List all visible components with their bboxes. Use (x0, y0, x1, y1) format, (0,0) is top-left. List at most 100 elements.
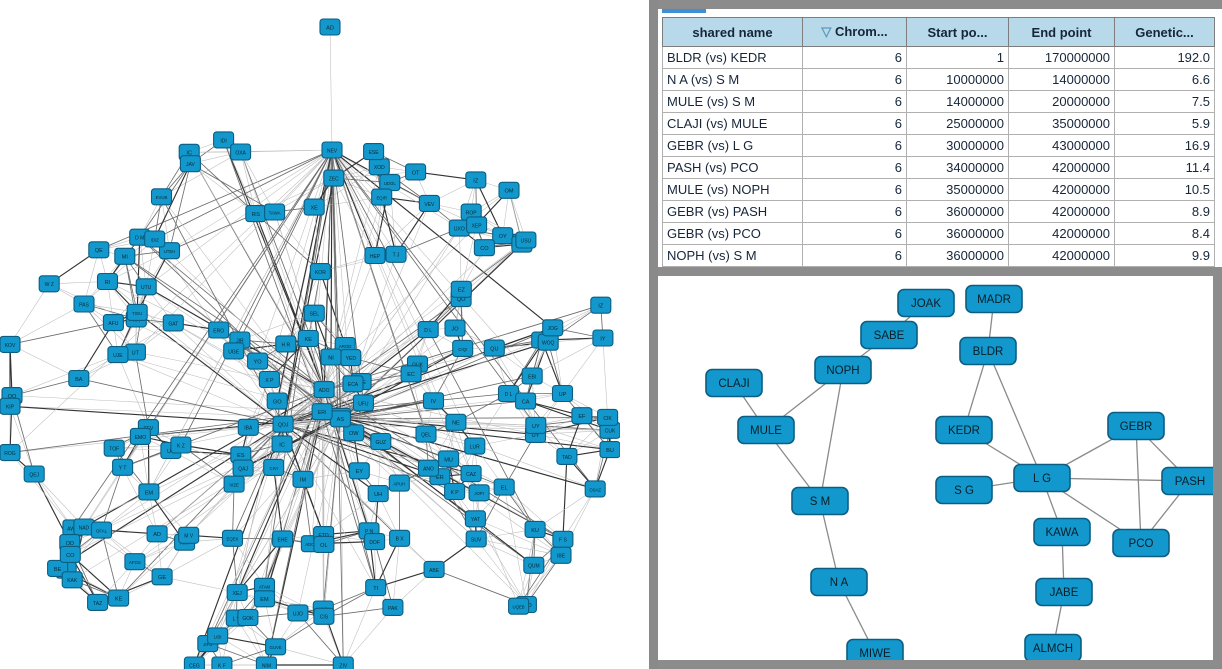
svg-text:EBI: EBI (528, 374, 536, 380)
svg-text:MU: MU (444, 457, 453, 463)
svg-text:D M: D M (135, 236, 144, 242)
svg-text:S M: S M (810, 496, 830, 508)
svg-text:EM: EM (260, 597, 269, 603)
svg-text:LIBI: LIBI (214, 634, 222, 639)
svg-text:KAK: KAK (67, 578, 78, 584)
svg-text:YAT: YAT (471, 517, 480, 523)
svg-text:WOQ: WOQ (542, 341, 555, 347)
svg-text:EL: EL (501, 486, 508, 492)
svg-text:AD: AD (326, 25, 334, 31)
svg-text:YED: YED (346, 356, 357, 362)
svg-text:ROG: ROG (4, 451, 16, 457)
svg-text:GOK: GOK (242, 616, 254, 622)
svg-text:JAV: JAV (186, 162, 195, 168)
svg-text:KOR: KOR (315, 270, 326, 276)
svg-text:NIM: NIM (262, 663, 271, 669)
svg-text:VEV: VEV (424, 202, 435, 208)
svg-text:ES: ES (237, 453, 245, 459)
svg-text:TIGU: TIGU (132, 311, 142, 316)
svg-text:GEBR: GEBR (1120, 421, 1153, 433)
svg-text:AROD: AROD (339, 344, 351, 349)
svg-text:UQEB: UQEB (513, 605, 525, 610)
svg-text:ECA: ECA (348, 382, 359, 388)
svg-text:GO: GO (273, 399, 282, 405)
svg-text:IBA: IBA (244, 426, 253, 432)
svg-text:EHE: EHE (277, 537, 288, 543)
svg-text:GE: GE (158, 575, 166, 581)
svg-text:N A: N A (830, 577, 849, 589)
svg-text:BE: BE (54, 567, 62, 573)
svg-text:IZ: IZ (473, 178, 479, 184)
svg-text:BLDR: BLDR (973, 346, 1004, 358)
svg-text:ABE: ABE (429, 568, 440, 574)
svg-text:GUVE: GUVE (270, 645, 282, 650)
svg-text:QOJ: QOJ (278, 423, 289, 429)
svg-text:VIZE: VIZE (229, 483, 239, 488)
svg-text:KEDR: KEDR (948, 425, 980, 437)
svg-text:QEJ: QEJ (29, 472, 39, 478)
svg-text:RI: RI (105, 280, 111, 286)
svg-text:CUK: CUK (605, 429, 616, 435)
svg-text:F S: F S (559, 538, 567, 544)
svg-text:ZIV: ZIV (339, 663, 347, 669)
svg-text:AD: AD (153, 532, 161, 538)
svg-text:CAZ: CAZ (466, 472, 476, 478)
svg-text:D L: D L (505, 392, 513, 398)
svg-text:HEP: HEP (370, 254, 381, 260)
svg-text:H R: H R (281, 342, 290, 348)
svg-text:JABE: JABE (1050, 587, 1079, 599)
svg-text:K P: K P (451, 490, 460, 496)
svg-text:OXA: OXA (235, 150, 246, 156)
svg-text:RIS: RIS (252, 212, 261, 218)
svg-text:CO: CO (480, 246, 489, 252)
svg-text:UY: UY (532, 424, 540, 430)
svg-text:APUH: APUH (393, 482, 405, 487)
svg-text:QO: QO (457, 297, 466, 303)
svg-text:TOF: TOF (109, 447, 119, 453)
svg-text:UFU: UFU (358, 401, 369, 407)
svg-text:OT: OT (412, 170, 420, 176)
svg-text:CIQI: CIQI (458, 347, 467, 352)
svg-text:OM: OM (504, 189, 513, 195)
svg-text:NE: NE (452, 421, 460, 427)
svg-text:PAS: PAS (79, 302, 89, 308)
svg-text:ADO: ADO (319, 388, 330, 394)
svg-text:QE: QE (95, 248, 103, 254)
svg-text:PCO: PCO (1129, 538, 1154, 550)
svg-text:MULE: MULE (750, 425, 782, 437)
svg-text:IY: IY (600, 336, 606, 342)
svg-text:JOPI: JOPI (474, 491, 484, 496)
svg-text:S G: S G (954, 485, 974, 497)
svg-text:NAD: NAD (79, 525, 90, 531)
svg-text:CLAJI: CLAJI (718, 378, 749, 390)
svg-text:AFOS: AFOS (129, 560, 141, 565)
svg-text:BA: BA (75, 377, 83, 383)
svg-text:CEG: CEG (189, 663, 200, 669)
svg-text:CIK: CIK (603, 416, 612, 422)
svg-text:AS: AS (337, 417, 345, 423)
svg-text:SEL: SEL (310, 312, 320, 318)
svg-text:QEL: QEL (421, 433, 431, 439)
svg-text:L G: L G (1033, 473, 1051, 485)
svg-text:XEP: XEP (472, 223, 483, 229)
svg-text:QUM: QUM (528, 564, 540, 570)
svg-text:B X: B X (396, 537, 405, 543)
svg-text:TAWA: TAWA (269, 210, 281, 215)
svg-text:CA: CA (522, 399, 530, 405)
svg-text:KE: KE (305, 337, 313, 343)
svg-text:Y T: Y T (119, 466, 127, 472)
svg-text:IC: IC (279, 442, 285, 448)
svg-text:KOV: KOV (5, 343, 16, 349)
svg-text:XEJ: XEJ (233, 591, 243, 597)
svg-text:YO: YO (254, 360, 263, 366)
svg-text:ERO: ERO (213, 328, 224, 334)
svg-text:GAT: GAT (168, 321, 178, 327)
svg-text:IDIZ: IDIZ (151, 237, 159, 242)
svg-text:TI: TI (373, 586, 378, 592)
svg-text:K F: K F (218, 663, 226, 669)
svg-text:AFU: AFU (108, 321, 118, 327)
svg-text:OL: OL (320, 543, 327, 549)
svg-text:ROP: ROP (466, 211, 478, 217)
svg-text:CO: CO (66, 553, 75, 559)
svg-text:PAK: PAK (388, 606, 398, 612)
